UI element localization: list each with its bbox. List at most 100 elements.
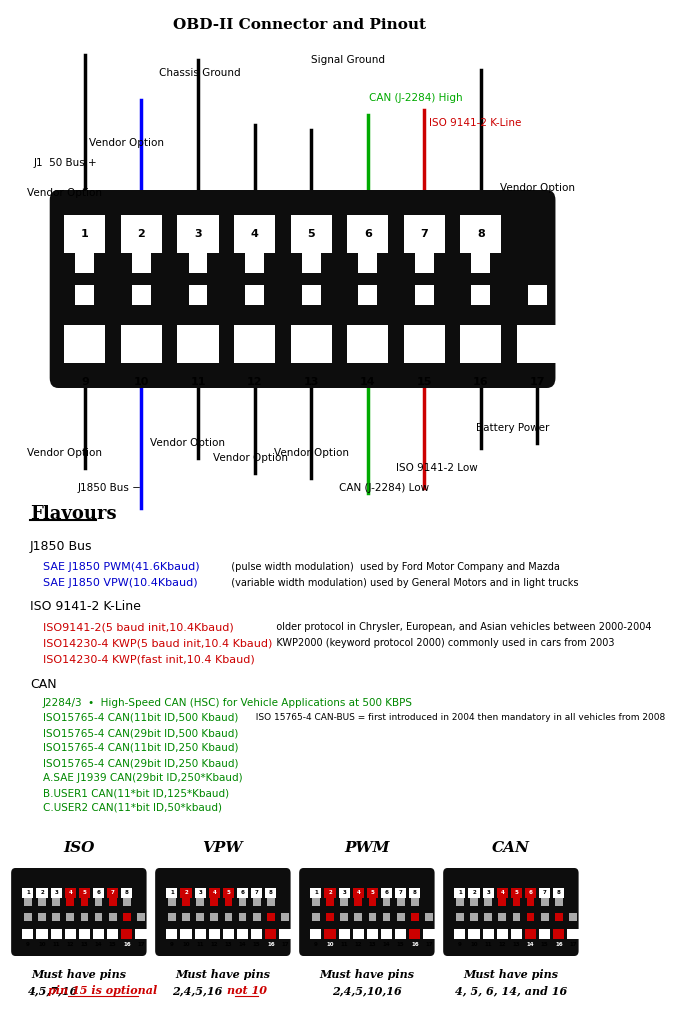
Text: SAE J1850 VPW(10.4Kbaud): SAE J1850 VPW(10.4Kbaud) [43,578,198,588]
Text: 7: 7 [399,891,403,896]
Bar [395,888,406,898]
Text: 17: 17 [569,941,577,946]
Bar [266,929,276,939]
Bar [180,888,192,898]
Bar [123,913,131,921]
Text: 9: 9 [26,941,30,946]
Text: 10: 10 [38,941,45,946]
Text: Must have pins: Must have pins [463,969,559,980]
Bar [121,215,162,253]
Bar [554,929,565,939]
Bar [36,888,48,898]
Bar [267,898,275,906]
Bar [310,888,322,898]
Bar [64,325,106,362]
Bar [245,253,264,273]
Text: Flavours: Flavours [30,505,117,523]
Bar [223,888,234,898]
Bar [209,888,220,898]
Text: 13: 13 [512,941,520,946]
Text: Vendor Option: Vendor Option [150,438,225,449]
Text: (variable width modulation) used by General Motors and in light trucks: (variable width modulation) used by Gene… [224,578,578,588]
Text: J2284/3  •  High-Speed CAN (HSC) for Vehicle Applications at 500 KBPS: J2284/3 • High-Speed CAN (HSC) for Vehic… [43,698,413,708]
Bar [359,285,377,305]
Text: 8: 8 [125,891,129,896]
Bar [310,929,322,939]
Text: 10: 10 [134,377,149,387]
Text: 4,5,7,16: 4,5,7,16 [28,985,78,996]
Bar [468,888,480,898]
Bar [461,325,501,362]
Bar [312,898,319,906]
Bar [36,929,48,939]
Bar [251,929,262,939]
Bar [454,929,466,939]
Text: 11: 11 [196,941,204,946]
Bar [64,215,106,253]
Text: 2,4,5,16: 2,4,5,16 [172,985,222,996]
Bar [411,913,419,921]
Text: 2,4,5,10,16: 2,4,5,10,16 [332,985,402,996]
Text: ISO 15765-4 CAN-BUS = first introduced in 2004 then mandatory in all vehicles fr: ISO 15765-4 CAN-BUS = first introduced i… [250,713,665,722]
Text: 9: 9 [458,941,462,946]
Text: J1850 Bus −: J1850 Bus − [78,483,142,493]
Bar [180,929,192,939]
Text: 11: 11 [484,941,492,946]
Text: 11: 11 [52,941,60,946]
Bar [569,913,577,921]
Bar [22,888,34,898]
Text: Vendor Option: Vendor Option [500,183,575,193]
Bar [354,913,362,921]
Bar [65,929,76,939]
Bar [338,929,350,939]
Bar [210,898,218,906]
Bar [93,929,104,939]
Bar [539,888,550,898]
Text: ISO9141-2(5 baud init,10.4Kbaud): ISO9141-2(5 baud init,10.4Kbaud) [43,622,233,632]
Text: 16: 16 [473,377,489,387]
Text: 3: 3 [194,229,202,239]
Text: 15: 15 [397,941,405,946]
Bar [224,913,232,921]
Bar [527,898,535,906]
Text: 5: 5 [82,891,87,896]
Text: ISO14230-4 KWP(5 baud init,10.4 Kbaud): ISO14230-4 KWP(5 baud init,10.4 Kbaud) [43,638,272,648]
Bar [50,888,62,898]
Bar [132,285,151,305]
Bar [381,929,392,939]
Text: 2: 2 [138,229,145,239]
Bar [541,913,549,921]
Text: 14: 14 [95,941,102,946]
Bar [415,285,434,305]
Bar [166,888,178,898]
Bar [281,913,289,921]
Text: 13: 13 [368,941,376,946]
Bar [196,898,204,906]
Text: J1  50 Bus +: J1 50 Bus + [34,158,97,168]
Text: 15: 15 [417,377,432,387]
Text: SAE J1850 PWM(41.6Kbaud): SAE J1850 PWM(41.6Kbaud) [43,562,199,572]
Bar [383,913,391,921]
Bar [291,325,332,362]
Bar [22,929,34,939]
Bar [50,929,62,939]
Bar [367,888,378,898]
Bar [80,898,88,906]
Text: 9: 9 [170,941,174,946]
Bar [210,913,218,921]
Text: 14: 14 [383,941,391,946]
Bar [107,888,118,898]
Bar [497,888,508,898]
Text: 17: 17 [425,941,433,946]
Text: 6: 6 [384,891,389,896]
Bar [95,898,103,906]
Text: 1: 1 [170,891,174,896]
Text: Must have pins: Must have pins [319,969,415,980]
Text: 5: 5 [226,891,231,896]
Text: CAN: CAN [492,841,530,855]
Text: Vendor Option: Vendor Option [27,449,101,458]
Bar [326,898,334,906]
Bar [168,898,175,906]
Text: Vendor Option: Vendor Option [89,138,164,148]
Bar [368,913,376,921]
